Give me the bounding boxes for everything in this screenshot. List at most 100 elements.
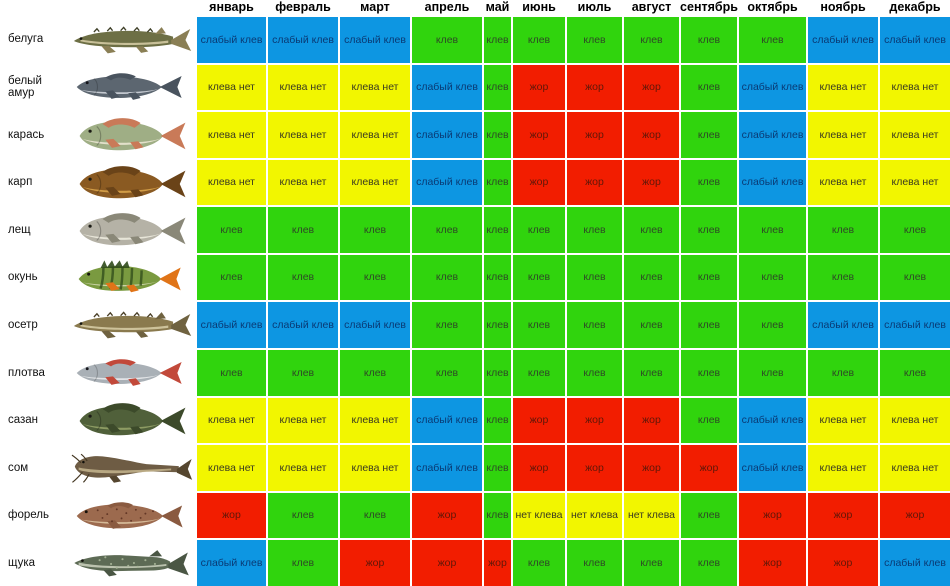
- fish-name: осетр: [8, 318, 38, 331]
- bite-cell: жор: [567, 159, 622, 206]
- bite-cell: слабый клев: [880, 302, 950, 349]
- month-header-1: январь: [197, 0, 266, 15]
- bite-cell: клев: [624, 17, 679, 63]
- sturgeon-fish-icon: [70, 302, 195, 348]
- bite-cell: жор: [739, 492, 806, 539]
- bite-cell: клева нет: [808, 64, 878, 111]
- bite-cell: клев: [484, 159, 511, 206]
- bite-cell: клев: [681, 112, 737, 158]
- bite-cell: клев: [268, 207, 338, 253]
- bite-cell: клев: [880, 254, 950, 301]
- bite-cell: жор: [624, 445, 679, 491]
- bite-cell: слабый клев: [739, 445, 806, 491]
- fish-row-header-5: лещ: [0, 207, 195, 253]
- bite-cell: жор: [624, 159, 679, 206]
- bite-cell: клев: [340, 207, 410, 253]
- bite-cell: клев: [681, 159, 737, 206]
- month-header-9: сентябрь: [680, 0, 738, 15]
- bite-cell: клева нет: [197, 445, 266, 491]
- bite-cell: клева нет: [197, 397, 266, 444]
- bite-cell: клева нет: [808, 397, 878, 444]
- bite-cell: клева нет: [197, 64, 266, 111]
- bite-cell: клева нет: [808, 445, 878, 491]
- fish-row-header-9: сазан: [0, 397, 195, 444]
- fish-name: белый амур: [8, 74, 42, 100]
- bite-cell: клев: [739, 302, 806, 349]
- fish-row-header-7: осетр: [0, 302, 195, 349]
- bite-cell: слабый клев: [197, 302, 266, 349]
- bite-cell: клева нет: [197, 112, 266, 158]
- bite-cell: слабый клев: [268, 17, 338, 63]
- fish-name: карп: [8, 176, 33, 189]
- carp-fish-icon: [70, 160, 195, 206]
- bite-cell: жор: [513, 112, 565, 158]
- bite-cell: слабый клев: [808, 17, 878, 63]
- month-header-12: декабрь: [880, 0, 950, 15]
- bite-cell: клев: [340, 254, 410, 301]
- bite-cell: нет клева: [624, 492, 679, 539]
- bite-cell: слабый клев: [340, 17, 410, 63]
- table-corner: [0, 0, 195, 15]
- bite-cell: клев: [567, 350, 622, 396]
- bite-cell: клев: [739, 17, 806, 63]
- bite-cell: жор: [880, 492, 950, 539]
- bite-cell: жор: [808, 492, 878, 539]
- wild-carp-fish-icon: [70, 398, 195, 444]
- bite-cell: клева нет: [880, 112, 950, 158]
- fish-row-header-6: окунь: [0, 254, 195, 301]
- fish-name: плотва: [8, 366, 45, 379]
- bite-cell: жор: [412, 540, 482, 586]
- bite-cell: жор: [739, 540, 806, 586]
- bite-cell: жор: [624, 397, 679, 444]
- bite-cell: жор: [513, 397, 565, 444]
- bite-cell: слабый клев: [412, 397, 482, 444]
- fish-name: сом: [8, 461, 29, 474]
- bite-cell: клев: [624, 540, 679, 586]
- bite-cell: клев: [340, 350, 410, 396]
- bite-cell: клев: [412, 254, 482, 301]
- fish-row-header-1: белуга: [0, 17, 195, 63]
- bite-cell: клева нет: [340, 64, 410, 111]
- bite-cell: клев: [567, 540, 622, 586]
- bite-cell: клев: [567, 302, 622, 349]
- bite-cell: клев: [268, 350, 338, 396]
- fish-row-header-3: карась: [0, 112, 195, 158]
- bite-cell: жор: [513, 64, 565, 111]
- month-header-11: ноябрь: [808, 0, 878, 15]
- bite-cell: клев: [513, 254, 565, 301]
- bite-cell: клев: [484, 445, 511, 491]
- bite-cell: клев: [484, 112, 511, 158]
- bite-cell: слабый клев: [739, 112, 806, 158]
- bite-cell: клев: [197, 207, 266, 253]
- bite-cell: клева нет: [808, 159, 878, 206]
- bite-cell: жор: [513, 445, 565, 491]
- bite-cell: жор: [197, 492, 266, 539]
- bite-cell: клев: [624, 254, 679, 301]
- fish-row-header-10: сом: [0, 445, 195, 491]
- bite-cell: клев: [681, 492, 737, 539]
- bite-cell: слабый клев: [739, 64, 806, 111]
- bite-cell: клева нет: [268, 159, 338, 206]
- bite-cell: клева нет: [880, 445, 950, 491]
- bite-cell: слабый клев: [412, 159, 482, 206]
- bite-cell: жор: [412, 492, 482, 539]
- roach-fish-icon: [70, 350, 195, 396]
- fish-name: карась: [8, 128, 45, 141]
- bite-cell: клев: [808, 207, 878, 253]
- bite-cell: клев: [624, 302, 679, 349]
- bite-cell: клев: [513, 302, 565, 349]
- month-header-7: июль: [567, 0, 622, 15]
- bite-cell: клев: [681, 302, 737, 349]
- fish-row-header-12: щука: [0, 540, 195, 586]
- bite-cell: клев: [412, 207, 482, 253]
- bite-cell: клева нет: [880, 159, 950, 206]
- bite-cell: клева нет: [268, 64, 338, 111]
- fish-name: форель: [8, 509, 49, 522]
- bite-cell: клев: [681, 17, 737, 63]
- bite-cell: клев: [681, 350, 737, 396]
- fish-row-header-4: карп: [0, 159, 195, 206]
- month-header-3: март: [340, 0, 410, 15]
- bite-cell: клев: [681, 540, 737, 586]
- month-header-5: май: [484, 0, 511, 15]
